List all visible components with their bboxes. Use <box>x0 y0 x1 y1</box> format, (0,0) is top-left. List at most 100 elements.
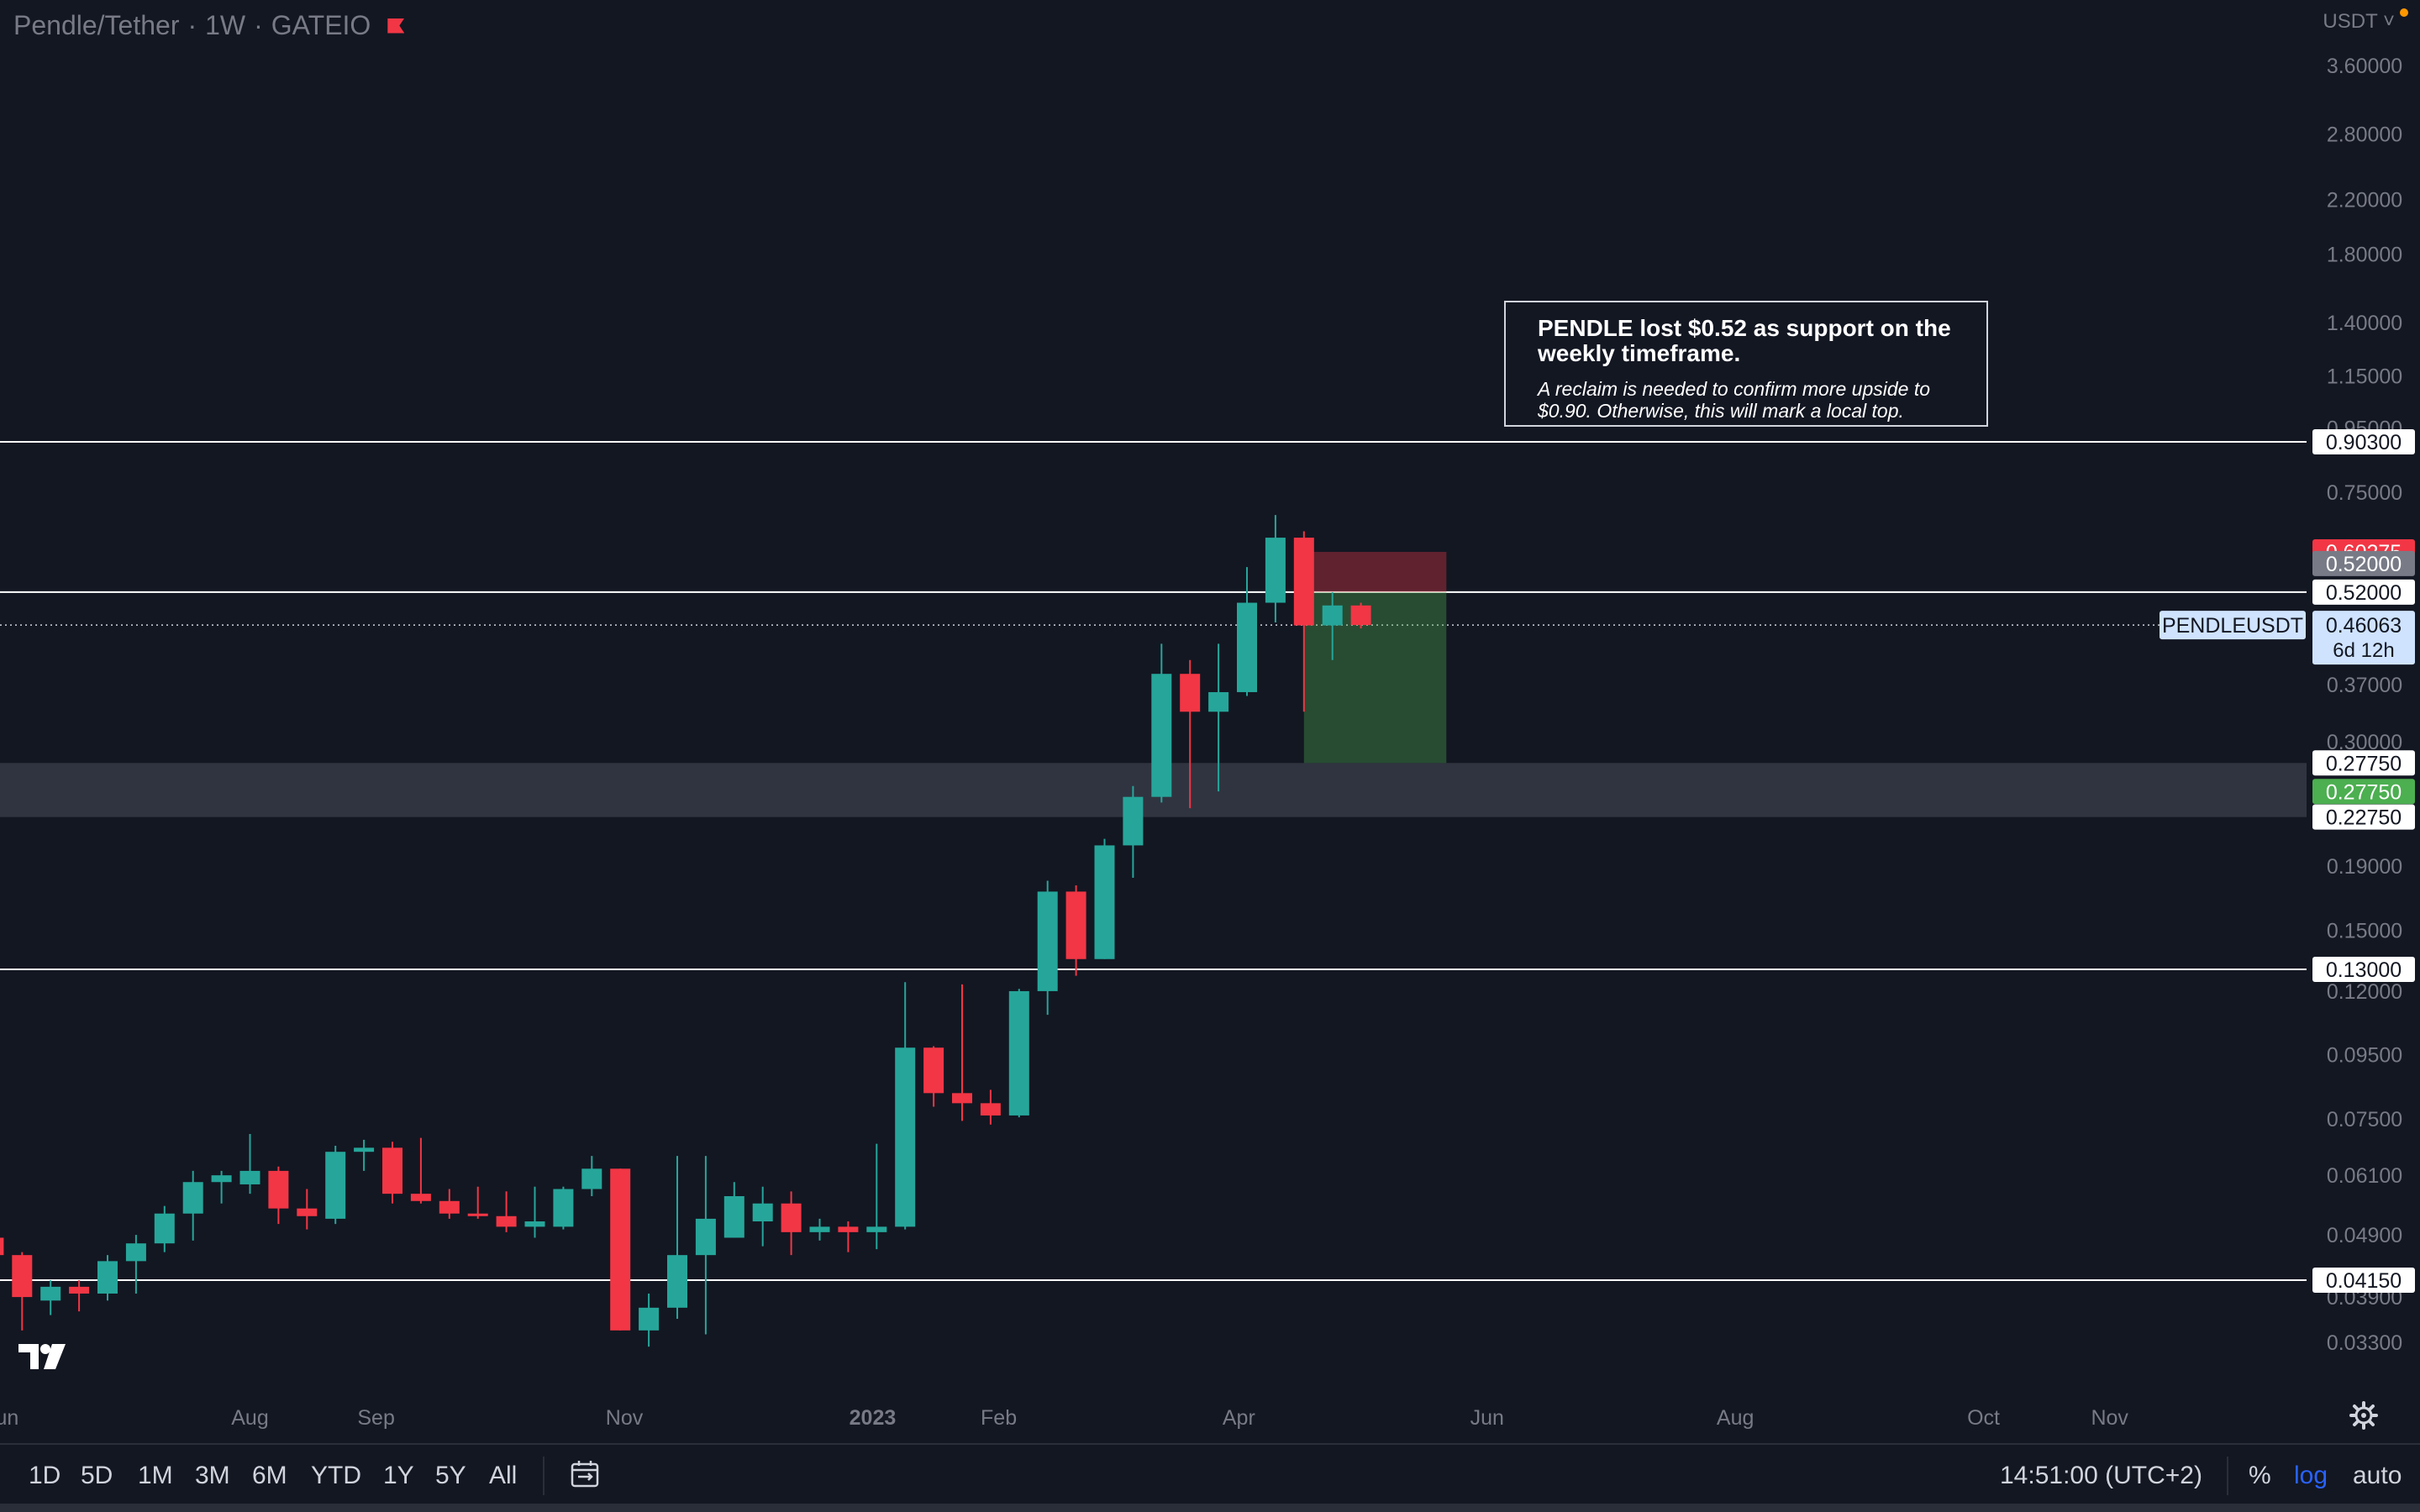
level-price-label: 0.04150 <box>2312 1267 2415 1293</box>
candle[interactable] <box>723 1182 744 1238</box>
candle[interactable] <box>182 1170 203 1241</box>
candle[interactable] <box>410 1137 431 1204</box>
candle[interactable] <box>467 1186 488 1219</box>
last-price-text: 0.46063 <box>2326 614 2402 638</box>
x-axis-tick-label: Nov <box>606 1406 644 1430</box>
candle[interactable] <box>297 1189 318 1230</box>
candle[interactable] <box>325 1145 346 1225</box>
candle[interactable] <box>781 1191 802 1256</box>
candle[interactable] <box>553 1186 574 1230</box>
zone-bottom-label-text: 0.22750 <box>2326 806 2402 830</box>
candle[interactable] <box>581 1156 602 1196</box>
candle[interactable] <box>895 982 916 1230</box>
candle[interactable] <box>268 1166 289 1225</box>
candle[interactable] <box>1151 643 1172 803</box>
candle[interactable] <box>1237 567 1257 696</box>
candle[interactable] <box>923 1046 944 1107</box>
candle[interactable] <box>1008 989 1029 1118</box>
candle-body <box>1322 605 1343 626</box>
currency-selector[interactable]: USDT ˅ <box>2323 8 2408 34</box>
candle[interactable] <box>97 1255 118 1301</box>
range-button-5d[interactable]: 5D <box>81 1462 113 1489</box>
candle[interactable] <box>0 1232 4 1258</box>
annotation-note[interactable]: PENDLE lost $0.52 as support on the week… <box>1504 301 1988 427</box>
candle[interactable] <box>439 1189 460 1219</box>
bottom-strip <box>0 1504 2420 1512</box>
range-button-1m[interactable]: 1M <box>138 1462 173 1489</box>
candle[interactable] <box>980 1089 1001 1125</box>
range-button-5y[interactable]: 5Y <box>435 1462 466 1489</box>
candle-body <box>1008 990 1029 1116</box>
candle-body <box>866 1226 887 1232</box>
range-button-1y[interactable]: 1Y <box>383 1462 414 1489</box>
stop-loss-zone[interactable] <box>1303 551 1447 592</box>
candle[interactable] <box>1208 643 1229 792</box>
candle[interactable] <box>838 1221 859 1252</box>
symbol-price-tag[interactable]: PENDLEUSDT <box>2160 611 2306 640</box>
candle[interactable] <box>1065 885 1086 976</box>
entry-price-label: 0.52000 <box>2312 550 2415 576</box>
y-axis-tick-label: 0.04900 <box>2327 1224 2402 1247</box>
range-button-ytd[interactable]: YTD <box>311 1462 361 1489</box>
candle[interactable] <box>125 1235 146 1294</box>
x-axis-tick-label: Aug <box>231 1406 268 1430</box>
candle[interactable] <box>667 1156 687 1320</box>
candle[interactable] <box>354 1139 375 1171</box>
x-axis-tick-label: Apr <box>1223 1406 1255 1430</box>
range-button-6m[interactable]: 6M <box>252 1462 287 1489</box>
range-button-3m[interactable]: 3M <box>195 1462 230 1489</box>
candle[interactable] <box>524 1186 545 1238</box>
candle-body <box>1237 602 1257 692</box>
symbol-legend[interactable]: Pendle/Tether · 1W · GATEIO <box>13 10 408 41</box>
auto-scale-toggle[interactable]: auto <box>2353 1462 2402 1489</box>
candle[interactable] <box>1180 659 1201 809</box>
range-button-all[interactable]: All <box>489 1462 518 1489</box>
candle[interactable] <box>1322 591 1343 660</box>
candle-body <box>354 1147 375 1152</box>
candle[interactable] <box>1123 785 1144 878</box>
candle[interactable] <box>239 1133 260 1194</box>
clock-display[interactable]: 14:51:00 (UTC+2) <box>2000 1462 2202 1489</box>
candle[interactable] <box>639 1293 660 1347</box>
candle[interactable] <box>69 1279 90 1312</box>
candle[interactable] <box>211 1170 232 1204</box>
candle[interactable] <box>1293 531 1314 712</box>
candle[interactable] <box>154 1205 175 1252</box>
price-chart[interactable]: 3.60000 2.80000 2.20000 1.80000 1.40000 1.150… <box>0 0 2420 1443</box>
candle[interactable] <box>610 1168 631 1331</box>
entry-price-label-text: 0.52000 <box>2326 553 2402 576</box>
symbol-tag-box <box>2160 611 2306 640</box>
candle[interactable] <box>1094 838 1115 959</box>
candle[interactable] <box>496 1191 517 1232</box>
candle[interactable] <box>12 1252 33 1331</box>
level-price-label-text: 0.90300 <box>2326 431 2402 454</box>
flag-icon[interactable] <box>386 17 408 35</box>
candle[interactable] <box>1350 602 1371 629</box>
candle[interactable] <box>752 1186 773 1247</box>
level-price-label-box <box>2312 579 2415 605</box>
zone-top-label-text: 0.27750 <box>2326 752 2402 775</box>
currency-label: USDT <box>2323 10 2378 33</box>
candle[interactable] <box>695 1156 716 1335</box>
candle[interactable] <box>952 984 972 1121</box>
log-scale-toggle[interactable]: log <box>2294 1462 2328 1489</box>
candle-body <box>667 1255 687 1308</box>
tradingview-logo-icon[interactable] <box>18 1342 71 1371</box>
candle[interactable] <box>1265 515 1286 623</box>
bottom-toolbar: 1D 5D 1M 3M 6M YTD 1Y 5Y All 14:51:00 (U… <box>0 1443 2420 1505</box>
zone-bottom-label: 0.22750 <box>2312 804 2415 830</box>
candle[interactable] <box>1037 880 1058 1016</box>
candle[interactable] <box>809 1218 830 1241</box>
candle-body <box>610 1168 631 1331</box>
candle-body <box>69 1286 90 1294</box>
candle[interactable] <box>866 1143 887 1250</box>
candle-body <box>439 1200 460 1214</box>
settings-gear-icon[interactable] <box>2349 1401 2378 1430</box>
level-price-label: 0.90300 <box>2312 429 2415 454</box>
candle[interactable] <box>40 1279 61 1315</box>
date-range-icon[interactable] <box>570 1458 602 1490</box>
percent-scale-toggle[interactable]: % <box>2249 1462 2271 1489</box>
range-button-1d[interactable]: 1D <box>29 1462 61 1489</box>
candle-body <box>1151 674 1172 797</box>
candle[interactable] <box>382 1142 402 1204</box>
